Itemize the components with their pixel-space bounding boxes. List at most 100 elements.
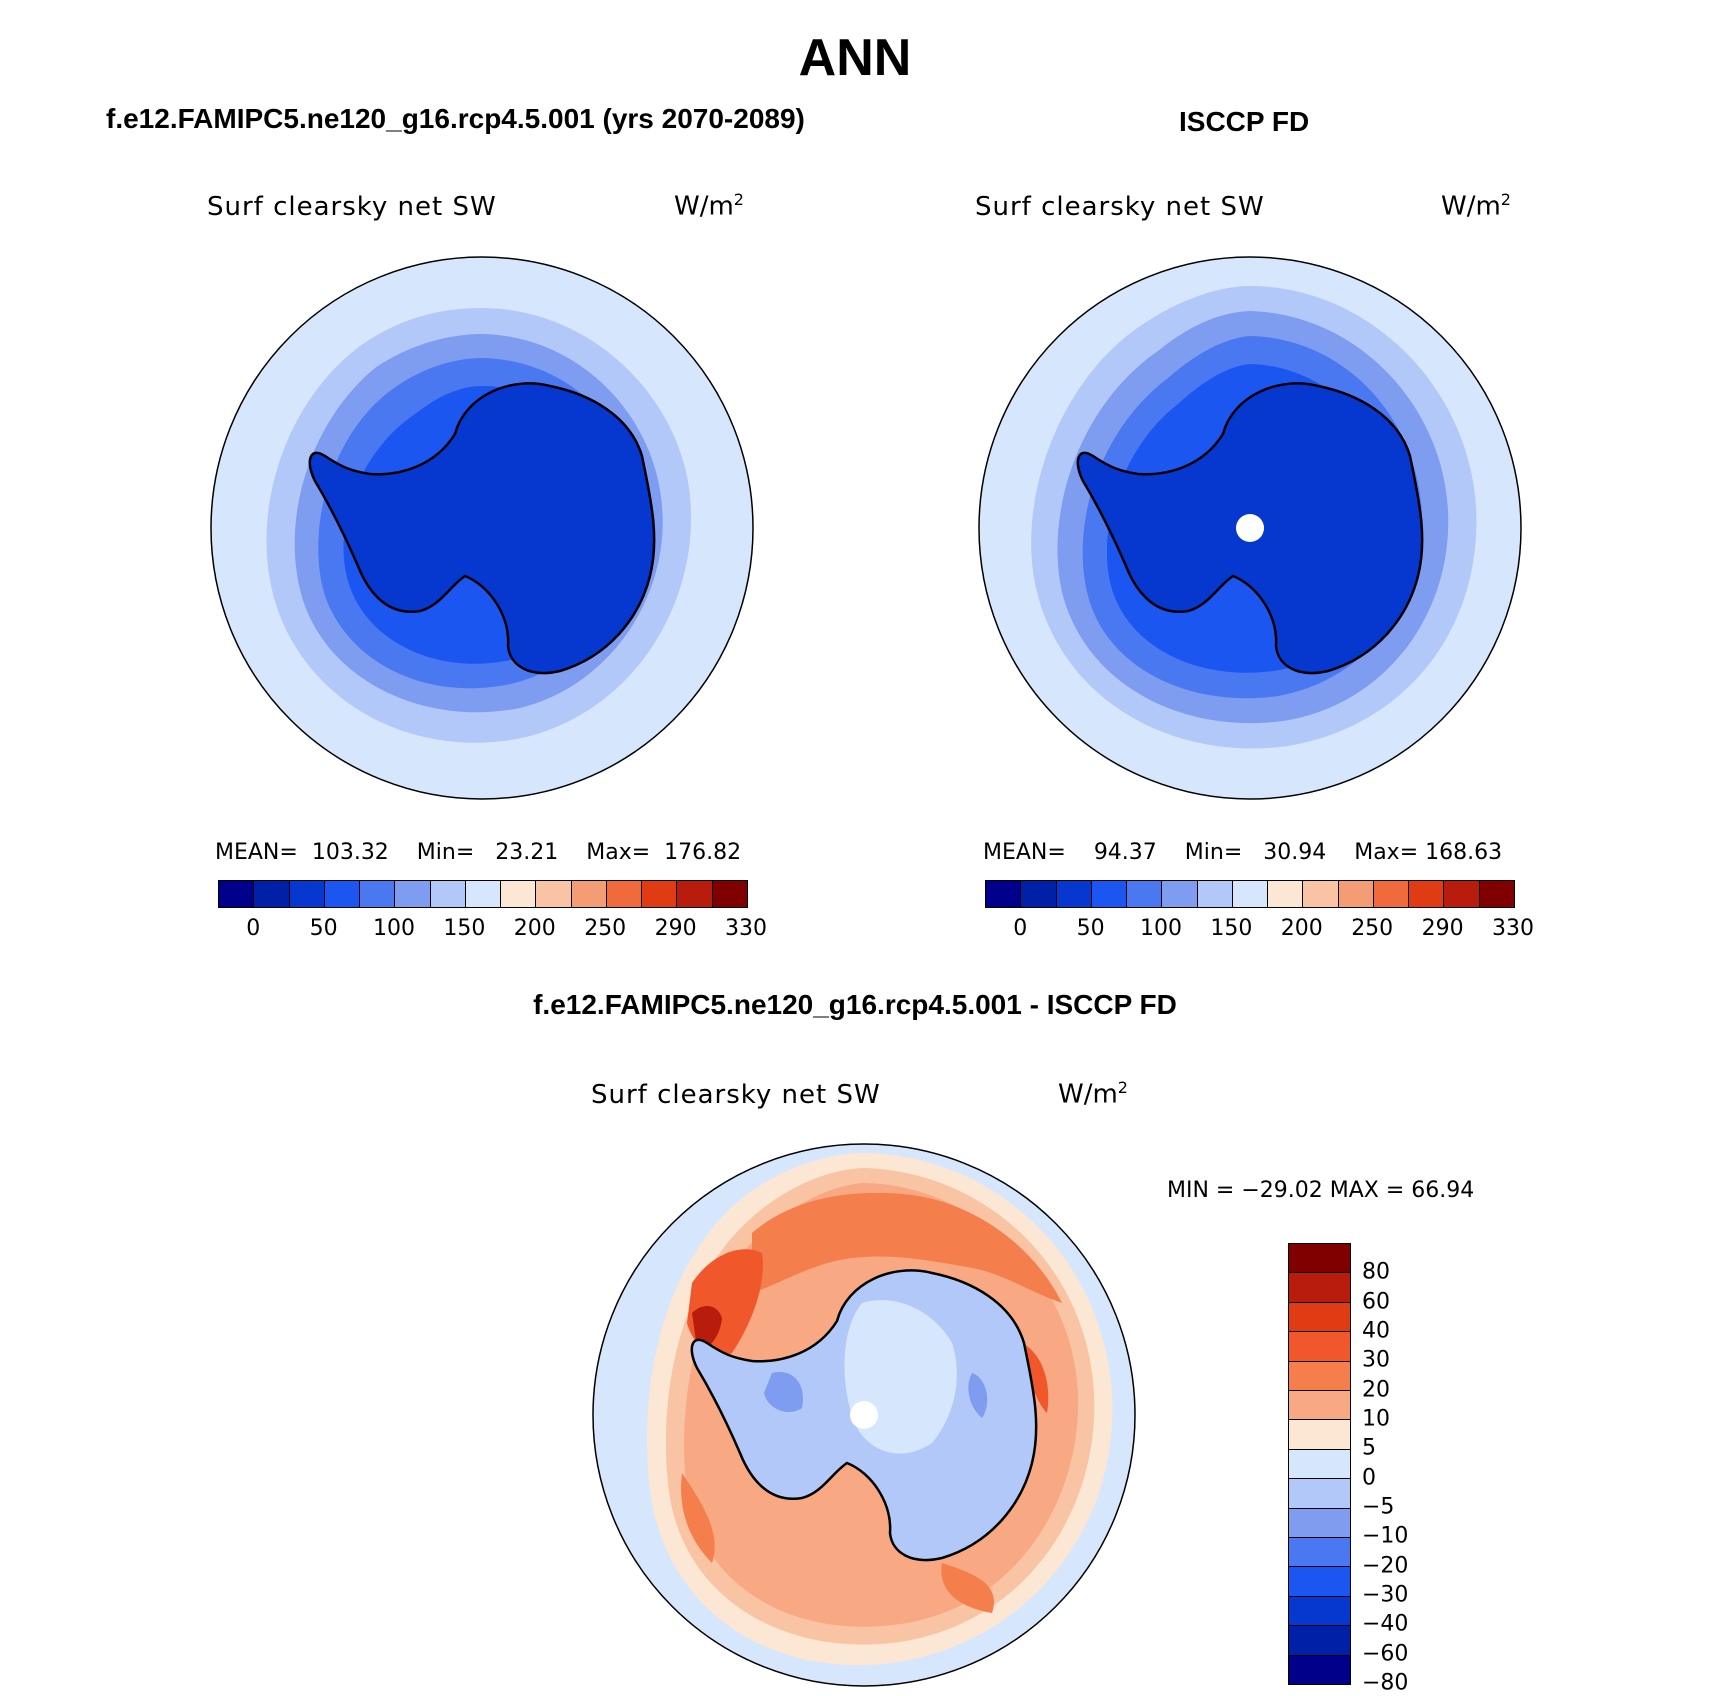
- obs-colorbar-tick-label: 250: [1351, 916, 1394, 941]
- obs-colorbar-swatch: [1409, 881, 1445, 907]
- model-colorbar-swatch: [254, 881, 290, 907]
- model-colorbar-swatch: [642, 881, 678, 907]
- diff-colorbar-swatch: [1289, 1449, 1350, 1480]
- diff-colorbar-swatch: [1289, 1655, 1350, 1685]
- obs-colorbar-swatch: [1338, 881, 1374, 907]
- diff-colorbar-tick-label: 30: [1362, 1347, 1390, 1373]
- model-colorbar-tick-label: 150: [443, 916, 486, 941]
- main-title: ANN: [798, 29, 912, 87]
- obs-colorbar-tick-label: 330: [1492, 916, 1534, 941]
- model-colorbar-tick-label: 0: [246, 916, 261, 941]
- obs-colorbar-swatch: [1444, 881, 1480, 907]
- diff-colorbar-tick-label: 10: [1362, 1406, 1390, 1432]
- obs-panel-title: ISCCP FD: [1179, 106, 1310, 137]
- diff-colorbar-swatch: [1289, 1508, 1350, 1539]
- model-colorbar-swatch: [360, 881, 396, 907]
- diff-colorbar-tick-label: 80: [1362, 1259, 1390, 1285]
- diff-colorbar-tick-label: −80: [1362, 1670, 1409, 1696]
- obs-colorbar-tick-label: 0: [1013, 916, 1028, 941]
- obs-colorbar-swatch: [1268, 881, 1304, 907]
- obs-stats: MEAN= 94.37 Min= 30.94 Max= 168.63: [983, 840, 1503, 865]
- diff-colorbar-tick-label: 20: [1362, 1377, 1390, 1403]
- model-colorbar-tick-label: 200: [513, 916, 556, 941]
- diff-colorbar-tick-label: −30: [1362, 1582, 1409, 1608]
- model-colorbar-swatch: [571, 881, 607, 907]
- model-variable-label: Surf clearsky net SW: [207, 192, 497, 222]
- model-stats: MEAN= 103.32 Min= 23.21 Max= 176.82: [215, 840, 742, 865]
- diff-colorbar-swatch: [1289, 1332, 1350, 1362]
- obs-colorbar-swatch: [1232, 881, 1269, 907]
- diff-colorbar-swatch: [1289, 1391, 1350, 1421]
- obs-colorbar-ticks: 0 50 100 150 200 250 290 330: [985, 916, 1534, 946]
- obs-polar-map: [978, 256, 1522, 800]
- diff-colorbar-tick-label: 0: [1362, 1465, 1376, 1491]
- model-colorbar-swatch: [289, 881, 325, 907]
- diff-colorbar-swatch: [1289, 1538, 1350, 1568]
- model-map-boundary: [210, 256, 754, 800]
- obs-pole-hole: [1236, 514, 1264, 542]
- diff-colorbar-tick-label: 40: [1362, 1318, 1390, 1344]
- diff-units: W/m2: [1058, 1078, 1128, 1110]
- diff-panel-title: f.e12.FAMIPC5.ne120_g16.rcp4.5.001 - ISC…: [533, 989, 1177, 1020]
- diff-colorbar-tick-label: −10: [1362, 1523, 1409, 1549]
- obs-variable-label: Surf clearsky net SW: [975, 192, 1265, 222]
- model-colorbar-swatch: [430, 881, 466, 907]
- obs-colorbar-swatch: [1373, 881, 1410, 907]
- diff-colorbar-swatch: [1289, 1244, 1350, 1274]
- model-colorbar-swatch: [606, 881, 643, 907]
- obs-colorbar-swatch: [986, 881, 1022, 907]
- model-colorbar-swatch: [536, 881, 572, 907]
- diff-colorbar: [1288, 1243, 1351, 1685]
- model-colorbar-ticks: 0 50 100 150 200 250 290 330: [218, 916, 767, 946]
- diff-colorbar-tick-label: −20: [1362, 1553, 1409, 1579]
- model-colorbar-tick-label: 50: [309, 916, 338, 941]
- obs-colorbar-swatch: [1479, 881, 1514, 907]
- obs-colorbar-swatch: [1303, 881, 1339, 907]
- model-polar-map: [210, 256, 754, 800]
- diff-colorbar-swatch: [1289, 1626, 1350, 1656]
- model-colorbar-swatch: [465, 881, 502, 907]
- diff-minmax: MIN = −29.02 MAX = 66.94: [1167, 1178, 1475, 1203]
- obs-colorbar-swatch: [1127, 881, 1163, 907]
- diff-colorbar-swatch: [1289, 1420, 1350, 1450]
- model-colorbar-tick-label: 250: [584, 916, 627, 941]
- diff-colorbar-swatch: [1289, 1596, 1350, 1627]
- obs-colorbar-swatch: [1162, 881, 1198, 907]
- obs-colorbar-swatch: [1021, 881, 1057, 907]
- obs-colorbar-swatch: [1197, 881, 1233, 907]
- model-colorbar-swatch: [677, 881, 713, 907]
- diff-colorbar-tick-label: −40: [1362, 1611, 1409, 1637]
- obs-colorbar-tick-label: 150: [1210, 916, 1253, 941]
- obs-colorbar-swatch: [1056, 881, 1092, 907]
- model-panel-title: f.e12.FAMIPC5.ne120_g16.rcp4.5.001 (yrs …: [106, 103, 805, 134]
- obs-colorbar: [985, 880, 1515, 908]
- model-colorbar-swatch: [712, 881, 747, 907]
- model-colorbar-swatch: [324, 881, 361, 907]
- diff-colorbar-tick-label: −5: [1362, 1494, 1395, 1520]
- diff-colorbar-swatch: [1289, 1567, 1350, 1597]
- model-colorbar-tick-label: 330: [725, 916, 767, 941]
- diff-colorbar-tick-label: 5: [1362, 1435, 1376, 1461]
- model-colorbar-swatch: [501, 881, 537, 907]
- obs-colorbar-tick-label: 100: [1140, 916, 1182, 941]
- diff-polar-map: [592, 1143, 1136, 1687]
- diff-variable-label: Surf clearsky net SW: [591, 1080, 881, 1110]
- obs-units: W/m2: [1441, 190, 1511, 222]
- diff-colorbar-swatch: [1289, 1302, 1350, 1333]
- obs-colorbar-tick-label: 50: [1076, 916, 1105, 941]
- model-units: W/m2: [674, 190, 744, 222]
- diff-colorbar-swatch: [1289, 1361, 1350, 1392]
- diff-colorbar-tick-label: 60: [1362, 1289, 1390, 1315]
- obs-colorbar-swatch: [1091, 881, 1128, 907]
- obs-colorbar-tick-label: 200: [1280, 916, 1323, 941]
- model-colorbar-tick-label: 100: [373, 916, 415, 941]
- diff-colorbar-tick-label: −60: [1362, 1641, 1409, 1667]
- diff-colorbar-swatch: [1289, 1273, 1350, 1303]
- model-colorbar: [218, 880, 748, 908]
- diff-pole-hole: [850, 1401, 878, 1429]
- diff-colorbar-swatch: [1289, 1479, 1350, 1509]
- model-colorbar-swatch: [219, 881, 255, 907]
- obs-colorbar-tick-label: 290: [1421, 916, 1464, 941]
- model-colorbar-tick-label: 290: [654, 916, 697, 941]
- model-colorbar-swatch: [395, 881, 431, 907]
